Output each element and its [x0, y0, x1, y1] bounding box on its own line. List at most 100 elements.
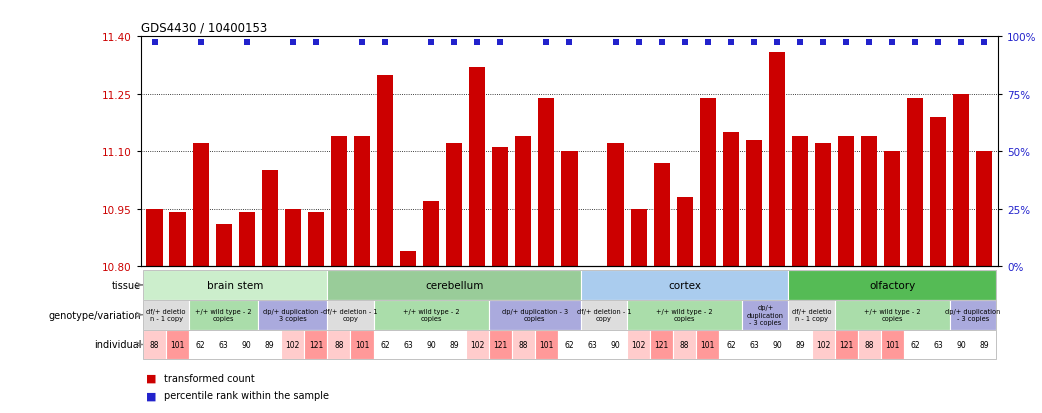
Bar: [769, 52, 785, 266]
Bar: [170, 213, 185, 266]
Bar: [858, 330, 880, 359]
Text: 121: 121: [654, 340, 669, 349]
Text: +/+ wild type - 2
copies: +/+ wild type - 2 copies: [864, 308, 920, 322]
Text: 90: 90: [242, 340, 251, 349]
Bar: [400, 251, 416, 266]
Text: 101: 101: [171, 340, 184, 349]
Bar: [284, 209, 301, 266]
Bar: [585, 266, 600, 293]
Bar: [143, 271, 996, 300]
Text: transformed count: transformed count: [164, 373, 254, 383]
Bar: [884, 152, 900, 266]
Bar: [931, 117, 946, 266]
Bar: [581, 271, 789, 300]
Text: 63: 63: [588, 340, 597, 349]
Bar: [466, 330, 489, 359]
Text: 89: 89: [449, 340, 460, 349]
Text: 101: 101: [700, 340, 715, 349]
Bar: [166, 330, 189, 359]
Text: ■: ■: [146, 373, 156, 383]
Bar: [304, 330, 327, 359]
Bar: [742, 300, 789, 330]
Bar: [604, 330, 627, 359]
Text: individual: individual: [94, 339, 141, 350]
Bar: [373, 330, 397, 359]
Bar: [443, 330, 466, 359]
Text: 88: 88: [680, 340, 690, 349]
Bar: [397, 330, 420, 359]
Bar: [557, 330, 581, 359]
Text: 63: 63: [749, 340, 759, 349]
Text: olfactory: olfactory: [869, 280, 915, 290]
Text: percentile rank within the sample: percentile rank within the sample: [164, 390, 328, 400]
Bar: [331, 137, 347, 266]
Bar: [489, 330, 512, 359]
Bar: [281, 330, 304, 359]
Bar: [650, 330, 673, 359]
Bar: [835, 330, 858, 359]
Bar: [627, 330, 650, 359]
Bar: [812, 330, 835, 359]
Bar: [492, 148, 508, 266]
Text: 101: 101: [354, 340, 369, 349]
Text: 102: 102: [286, 340, 300, 349]
Bar: [143, 330, 996, 359]
Text: 89: 89: [795, 340, 804, 349]
Bar: [239, 213, 255, 266]
Text: 63: 63: [934, 340, 943, 349]
Bar: [258, 330, 281, 359]
Text: 62: 62: [196, 340, 205, 349]
Text: GDS4430 / 10400153: GDS4430 / 10400153: [141, 21, 267, 35]
Bar: [258, 300, 327, 330]
Text: 63: 63: [219, 340, 228, 349]
Bar: [350, 330, 373, 359]
Text: 88: 88: [150, 340, 159, 349]
Bar: [377, 75, 393, 266]
Text: dp/+
duplication
- 3 copies: dp/+ duplication - 3 copies: [747, 304, 784, 325]
Bar: [327, 300, 373, 330]
Text: 101: 101: [539, 340, 553, 349]
Bar: [143, 330, 166, 359]
Bar: [423, 202, 440, 266]
Bar: [673, 330, 696, 359]
Text: +/+ wild type - 2
copies: +/+ wild type - 2 copies: [656, 308, 713, 322]
Bar: [235, 330, 258, 359]
Text: 101: 101: [885, 340, 899, 349]
Bar: [838, 137, 854, 266]
Text: 90: 90: [772, 340, 782, 349]
Bar: [327, 330, 350, 359]
Text: 89: 89: [979, 340, 989, 349]
Bar: [539, 98, 554, 266]
Text: 90: 90: [611, 340, 620, 349]
Bar: [766, 330, 789, 359]
Bar: [216, 224, 231, 266]
Bar: [973, 330, 996, 359]
Text: 62: 62: [726, 340, 736, 349]
Bar: [193, 144, 208, 266]
Bar: [189, 330, 213, 359]
Bar: [950, 330, 973, 359]
Bar: [143, 300, 996, 330]
Bar: [746, 140, 762, 266]
Bar: [835, 300, 950, 330]
Text: df/+ deletio
n - 1 copy: df/+ deletio n - 1 copy: [146, 308, 185, 322]
Text: 90: 90: [426, 340, 436, 349]
Bar: [627, 300, 742, 330]
Bar: [262, 171, 278, 266]
Text: tissue: tissue: [111, 280, 141, 290]
Bar: [327, 271, 581, 300]
Text: 90: 90: [957, 340, 966, 349]
Bar: [789, 300, 835, 330]
Text: 62: 62: [911, 340, 920, 349]
Text: 102: 102: [470, 340, 485, 349]
Text: +/+ wild type - 2
copies: +/+ wild type - 2 copies: [195, 308, 252, 322]
Text: df/+ deletion - 1
copy: df/+ deletion - 1 copy: [323, 308, 377, 322]
Bar: [719, 330, 742, 359]
Text: df/+ deletio
n - 1 copy: df/+ deletio n - 1 copy: [792, 308, 832, 322]
Bar: [581, 330, 604, 359]
Bar: [562, 152, 577, 266]
Bar: [789, 330, 812, 359]
Bar: [581, 300, 627, 330]
Bar: [789, 271, 996, 300]
Bar: [696, 330, 719, 359]
